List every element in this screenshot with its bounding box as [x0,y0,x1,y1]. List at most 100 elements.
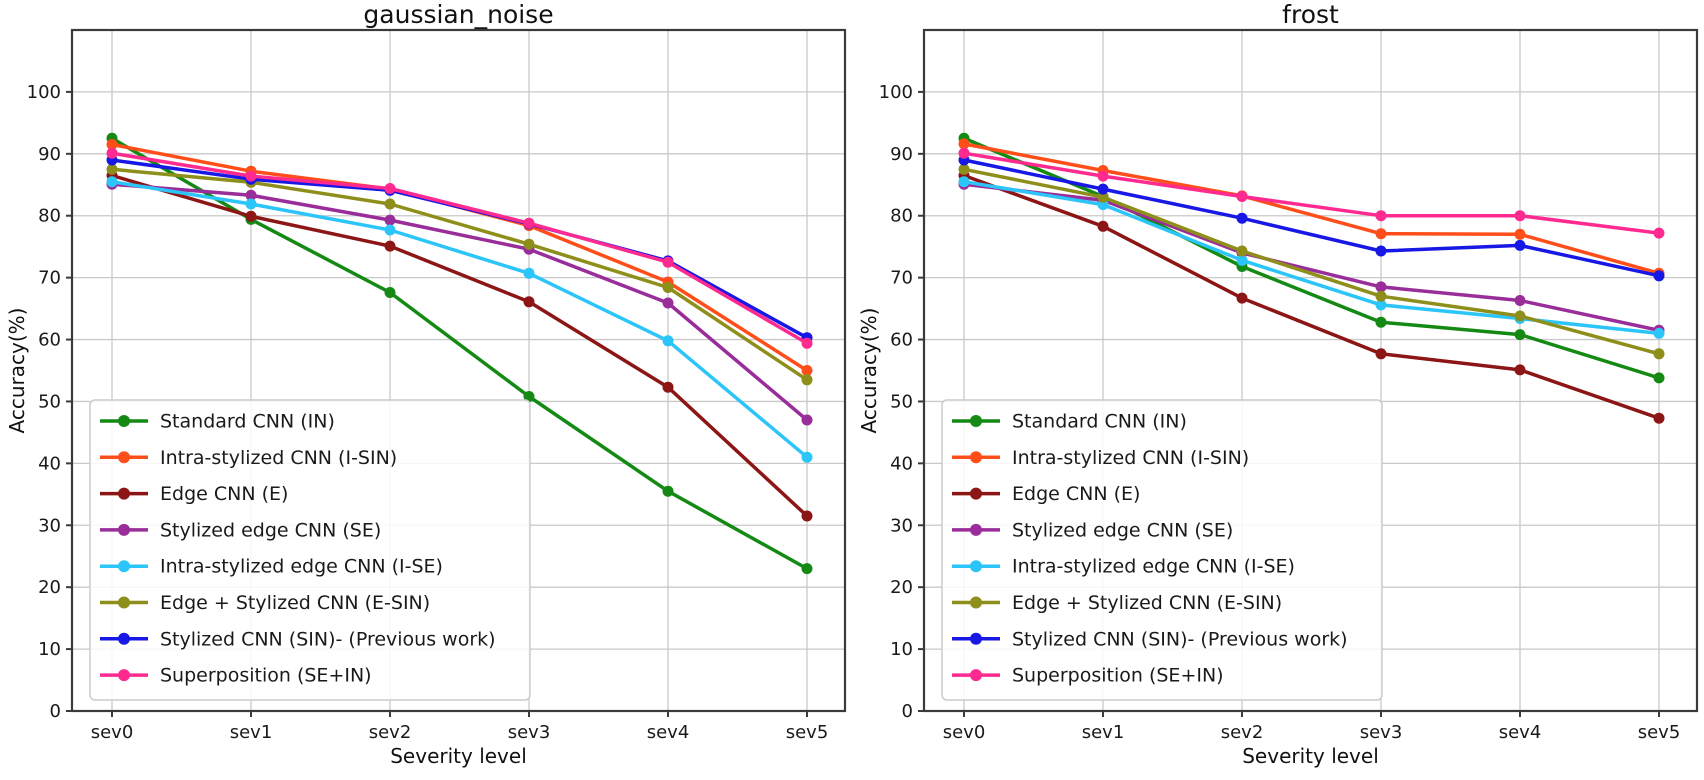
y-tick-label: 100 [27,82,61,103]
legend-marker [118,415,130,427]
data-point [662,335,674,347]
data-point [662,485,674,497]
data-point [1375,290,1387,302]
legend-box [941,399,1383,701]
legend-label: Superposition (SE+IN) [160,665,372,687]
data-point [1514,295,1526,306]
legend-item-intra-stylized-edge-cnn-i-se: Intra-stylized edge CNN (I-SE) [952,556,1295,578]
data-point [1097,220,1109,232]
legend-marker [118,523,130,536]
legend-marker [118,487,130,500]
data-point [801,337,813,349]
y-tick-label: 40 [890,453,913,474]
legend-item-superposition-se-in: Superposition (SE+IN) [100,665,372,687]
x-tick-label: sev4 [1499,722,1542,743]
series-line [110,182,809,422]
data-point [1514,239,1526,251]
data-point [801,510,813,522]
y-tick-label: 20 [38,577,61,598]
series-stylized-cnn-sin-previous-work [958,154,1665,282]
x-tick-label: sev3 [508,722,551,743]
legend-marker [970,523,982,536]
data-point [1097,170,1109,182]
y-tick-label: 50 [38,391,61,412]
legend-label: Intra-stylized CNN (I-SIN) [160,447,397,469]
y-tick-label: 20 [890,577,913,598]
data-point [1236,212,1248,224]
legend-label: Intra-stylized edge CNN (I-SE) [1012,556,1295,578]
x-tick-label: sev1 [1082,722,1125,743]
data-point [1375,210,1387,222]
y-axis-label: Accuracy(%) [5,308,29,434]
data-point [1375,245,1387,257]
x-tick-label: sev5 [786,722,829,743]
legend-label: Stylized CNN (SIN)- (Previous work) [160,628,496,650]
data-point [1653,327,1665,339]
legend-item-stylized-edge-cnn-se: Stylized edge CNN (SE) [100,519,381,541]
series-line [110,179,809,459]
series-line [962,182,1661,333]
x-axis-label: Severity level [1242,744,1379,768]
data-point [1236,292,1248,304]
chart-panel-right: frost 0 10 20 30 40 50 60 70 80 90 100 sev0 sev1 sev2… [852,0,1704,780]
y-tick-label: 80 [38,206,61,227]
data-point [662,381,674,393]
legend-marker [118,451,130,464]
data-point [1653,227,1665,239]
axis-ticks: 0 10 20 30 40 50 60 70 80 90 100 sev0 sev1 sev2 sev3 se… [879,82,1681,743]
data-point [801,563,813,575]
data-point [245,210,257,222]
data-point [801,414,813,426]
series-superposition-se-in [106,147,813,349]
chart-title-gaussian-noise: gaussian_noise [363,0,554,29]
legend-item-standard-cnn-in: Standard CNN (IN) [100,411,335,433]
data-point [1653,270,1665,282]
legend-marker [970,632,982,645]
legend-marker [970,560,982,573]
data-point [1653,372,1665,384]
legend-marker [118,632,130,645]
data-point [106,163,118,175]
legend-label: Edge CNN (E) [160,483,288,505]
series-line [962,173,1661,420]
legend-label: Intra-stylized CNN (I-SIN) [1012,447,1249,469]
y-tick-label: 10 [890,639,913,660]
series-intra-stylized-edge-cnn-i-se [106,176,813,463]
data-point [1514,329,1526,341]
data-point [1375,299,1387,311]
y-tick-label: 0 [50,701,61,722]
data-point [958,176,970,188]
legend-label: Intra-stylized edge CNN (I-SE) [160,556,443,578]
data-point [245,198,257,210]
y-tick-label: 70 [890,268,913,289]
y-tick-label: 80 [890,206,913,227]
legend-item-intra-stylized-edge-cnn-i-se: Intra-stylized edge CNN (I-SE) [100,556,443,578]
legend-label: Stylized CNN (SIN)- (Previous work) [1012,628,1348,650]
series-superposition-se-in [958,147,1665,239]
data-point [1514,210,1526,222]
legend-marker [118,669,130,682]
y-tick-label: 30 [38,515,61,536]
gaussian-noise-line-chart: 0 10 20 30 40 50 60 70 80 90 100 sev0 sev1 sev2 sev3 se… [5,28,847,768]
legend-label: Stylized edge CNN (SE) [1012,519,1233,541]
series-line [110,167,809,382]
data-point [523,217,535,229]
legend-box [89,399,531,701]
y-tick-label: 90 [890,144,913,165]
x-tick-label: sev5 [1638,722,1681,743]
data-point [523,267,535,279]
data-point [384,198,396,210]
data-point [384,183,396,194]
series-line [962,136,1661,380]
series-edge-stylized-cnn-e-sin [106,163,813,386]
y-tick-label: 60 [890,330,913,351]
series-line [962,167,1661,356]
legend-item-stylized-cnn-sin-previous-work: Stylized CNN (SIN)- (Previous work) [100,628,496,650]
chart-title-frost: frost [1282,0,1339,29]
x-tick-label: sev0 [91,722,134,743]
legend-item-edge-stylized-cnn-e-sin: Edge + Stylized CNN (E-SIN) [100,592,430,614]
data-point [523,391,535,402]
legend-item-edge-cnn-e: Edge CNN (E) [952,483,1140,505]
data-point [523,238,535,250]
